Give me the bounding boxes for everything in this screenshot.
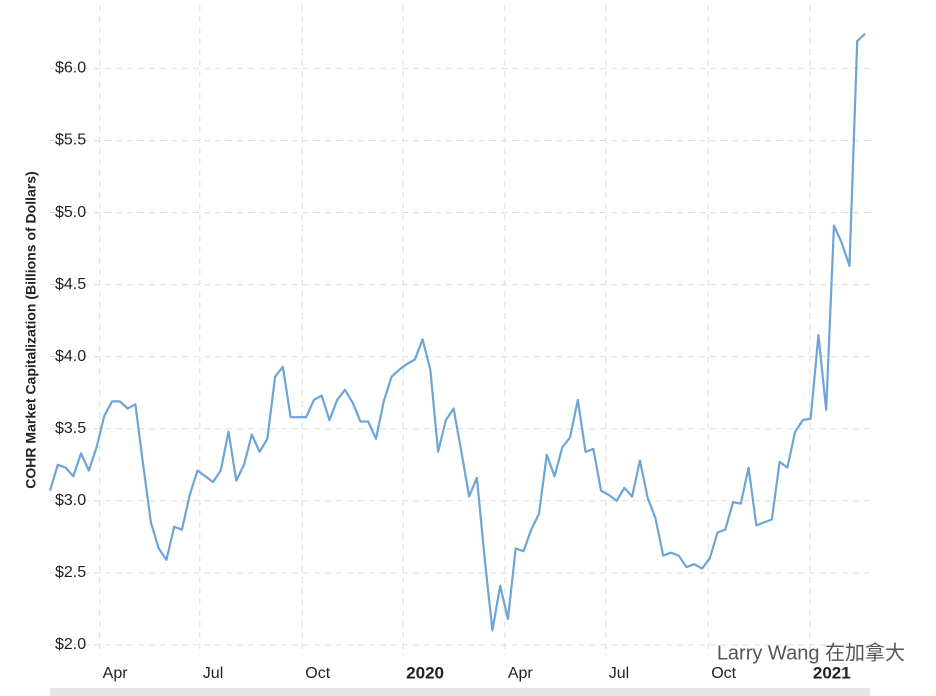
y-tick-label: $4.5 [55,276,86,293]
y-tick-label: $3.5 [55,420,86,437]
y-tick-label: $2.0 [55,636,86,653]
y-tick-label: $2.5 [55,564,86,581]
x-tick-label: Oct [305,665,330,682]
x-tick-label: 2021 [813,663,851,682]
y-tick-label: $5.5 [55,132,86,149]
x-tick-label: 2020 [406,663,444,682]
y-tick-label: $6.0 [55,60,86,77]
x-tick-label: Jul [203,665,223,682]
watermark: Larry Wang 在加拿大 [717,640,905,664]
x-tick-label: Jul [609,665,629,682]
line [48,33,866,632]
x-tick-label: Apr [508,665,534,682]
y-tick-label: $3.0 [55,492,86,509]
y-tick-label: $5.0 [55,204,86,221]
y-axis-label: COHR Market Capitalization (Billions of … [23,171,39,488]
scrollbar-strip [50,688,870,696]
x-tick-label: Apr [103,665,129,682]
x-tick-label: Oct [711,665,736,682]
y-tick-label: $4.0 [55,348,86,365]
